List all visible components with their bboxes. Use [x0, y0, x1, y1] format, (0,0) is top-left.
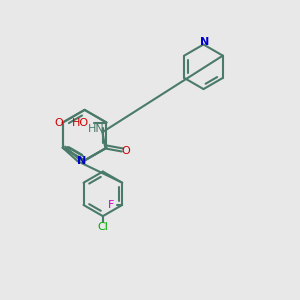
Text: Cl: Cl: [98, 221, 108, 232]
Text: HN: HN: [88, 124, 104, 134]
Text: O: O: [54, 118, 63, 128]
Text: N: N: [76, 156, 86, 166]
Text: N: N: [200, 37, 210, 46]
Text: O: O: [121, 146, 130, 157]
Text: HO: HO: [71, 118, 89, 128]
Text: F: F: [107, 200, 114, 210]
